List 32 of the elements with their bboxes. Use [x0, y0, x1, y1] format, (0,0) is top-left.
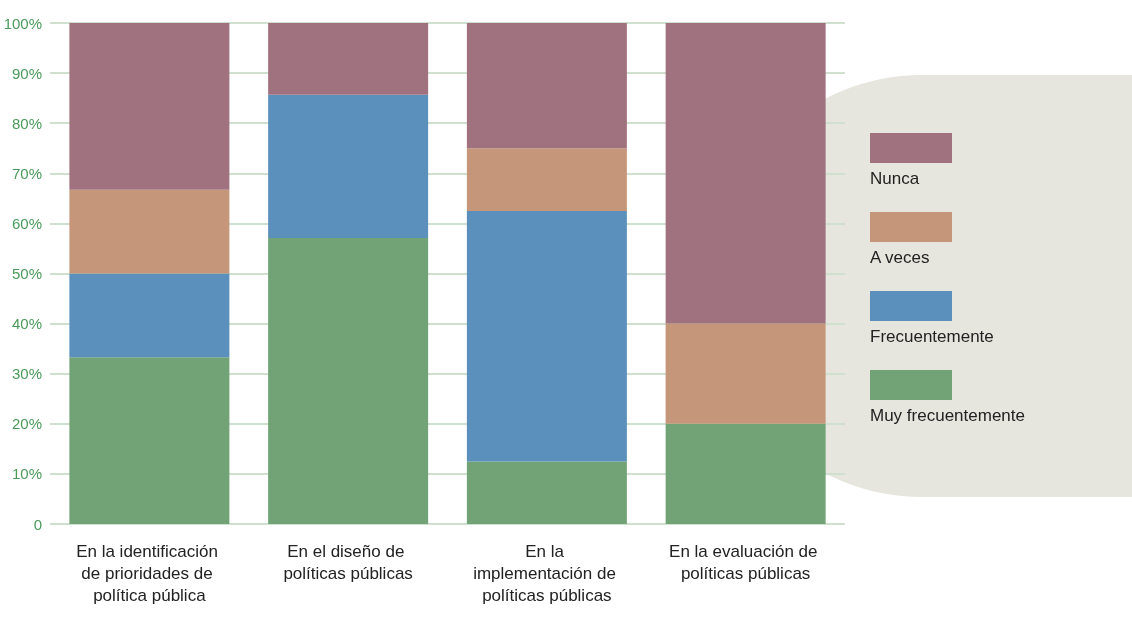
y-tick-label: 0 [33, 515, 42, 533]
bar [665, 323, 826, 424]
x-tick-label: En la implementación de políticas públicas [473, 541, 621, 605]
x-tick-label: En la evaluación de políticas públicas [669, 541, 823, 583]
y-tick-label: 20% [11, 415, 42, 433]
bar [665, 423, 826, 524]
y-tick-label: 60% [11, 214, 42, 232]
bar [268, 237, 429, 524]
y-tick-label: 40% [11, 315, 42, 333]
y-tick-label: 70% [11, 164, 42, 182]
bar [466, 148, 627, 211]
y-tick-label: 80% [11, 114, 42, 132]
bar [69, 23, 230, 190]
bar [466, 461, 627, 524]
bar [69, 189, 230, 274]
legend-label: Muy frecuentemente [870, 406, 1025, 426]
legend-label: A veces [870, 248, 931, 268]
bar [69, 357, 230, 524]
y-tick-label: 10% [11, 465, 42, 483]
bar [69, 273, 230, 358]
y-tick-label: 100% [3, 14, 42, 32]
bar [466, 23, 627, 149]
y-tick-label: 30% [11, 365, 42, 383]
y-tick-label: 90% [11, 64, 42, 82]
y-tick-label: 50% [11, 265, 42, 282]
bar [268, 23, 429, 95]
x-tick-label: En la identificación de prioridades de política pública [76, 541, 223, 605]
bar [268, 94, 429, 238]
x-tick-label: En el diseño de políticas públicas [283, 541, 413, 583]
legend-label: Frecuentemente [870, 327, 995, 347]
bar [466, 210, 627, 462]
legend-label: Nunca [870, 169, 921, 189]
